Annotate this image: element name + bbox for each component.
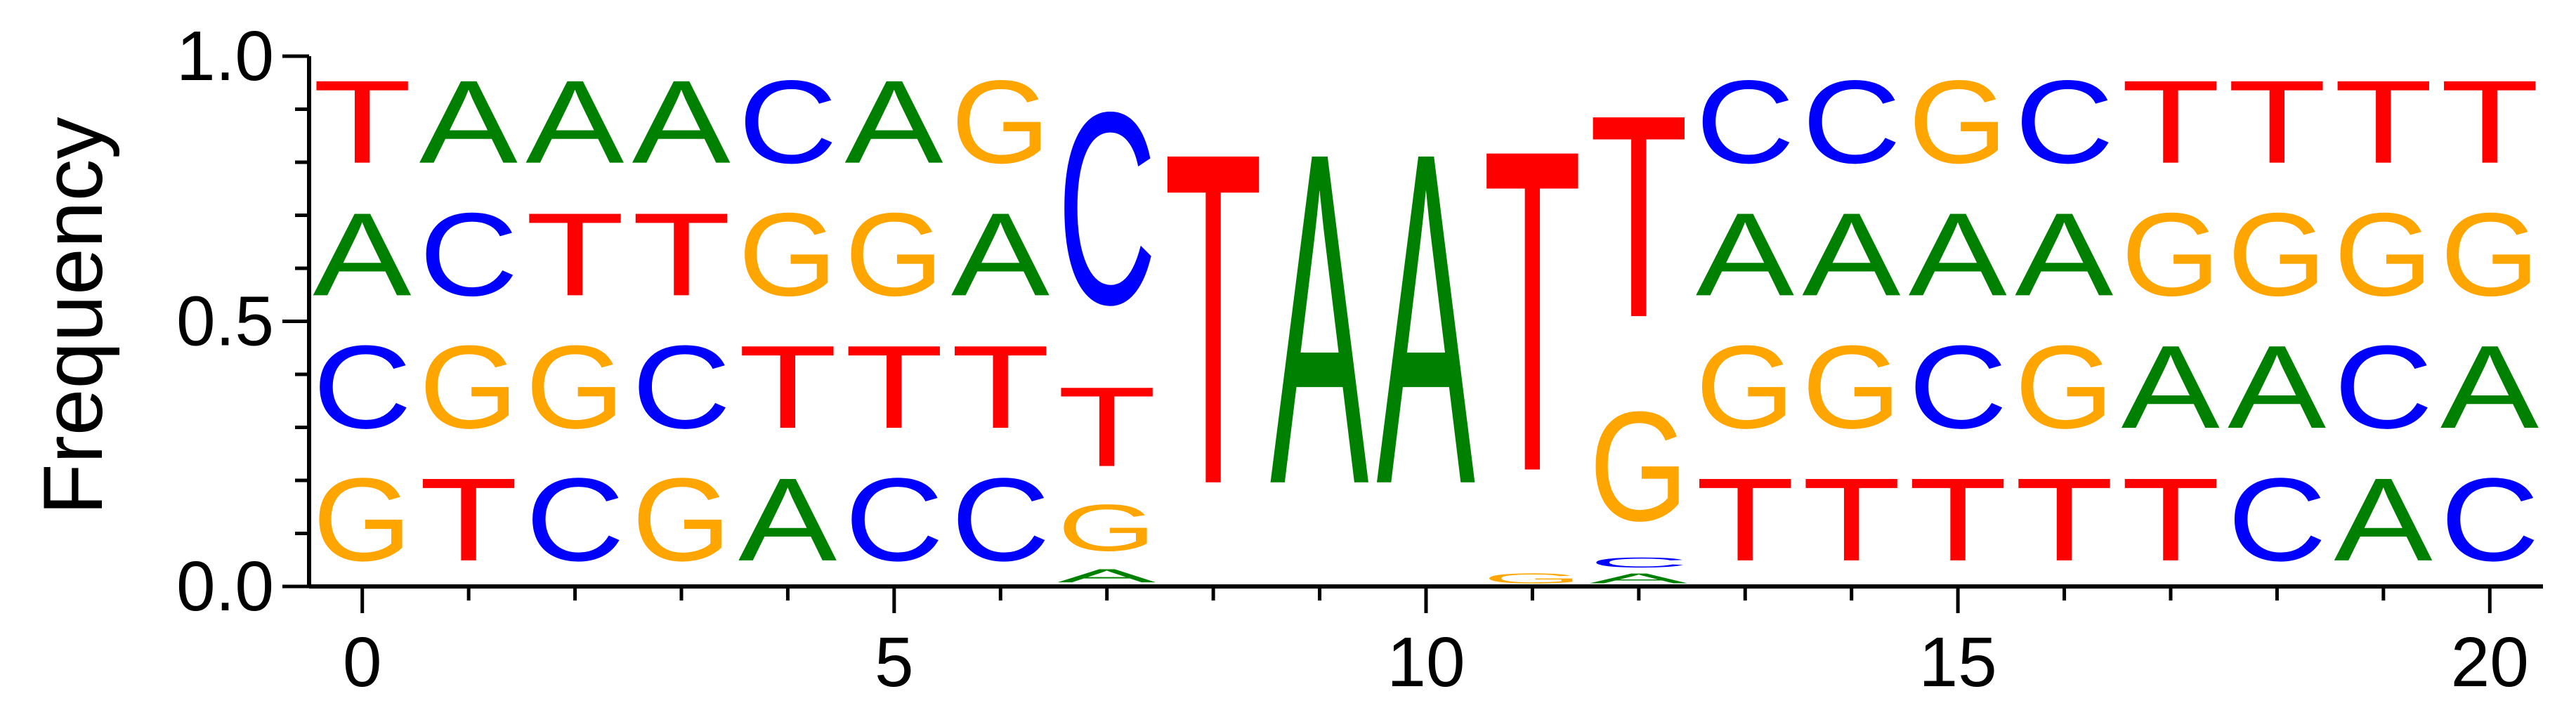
logo-letter-t-pos-15: T <box>1909 453 2008 586</box>
y-axis-title: Frequency <box>26 117 120 516</box>
logo-letter-c-pos-13: C <box>1696 55 1795 188</box>
logo-letter-t-pos-16: T <box>2015 453 2114 586</box>
logo-letter-t-pos-8: T <box>1164 54 1263 583</box>
y-tick-label-2: 1.0 <box>176 17 274 96</box>
logo-letter-t-pos-18: T <box>2228 55 2327 188</box>
x-tick-label-3: 15 <box>1919 623 1997 702</box>
logo-letter-a-pos-3: A <box>632 56 731 188</box>
logo-letter-c-pos-19: C <box>2334 321 2433 454</box>
logo-letter-t-pos-4: T <box>738 320 837 453</box>
logo-letter-t-pos-3: T <box>632 188 731 321</box>
logo-letter-g-pos-7: G <box>1057 490 1156 565</box>
logo-letter-a-pos-5: A <box>844 56 943 188</box>
logo-letter-t-pos-6: T <box>951 320 1050 453</box>
logo-letter-t-pos-19: T <box>2334 55 2433 188</box>
logo-letter-t-pos-20: T <box>2440 55 2539 188</box>
logo-letter-g-pos-12: G <box>1589 379 1688 553</box>
logo-letter-g-pos-6: G <box>951 56 1050 188</box>
logo-letter-c-pos-15: C <box>1909 321 2008 454</box>
logo-letter-c-pos-16: C <box>2015 55 2114 188</box>
logo-letter-a-pos-2: A <box>525 56 624 188</box>
logo-letter-t-pos-11: T <box>1483 53 1582 567</box>
logo-letter-t-pos-13: T <box>1696 453 1795 586</box>
y-tick-label-0: 0.0 <box>176 547 274 626</box>
logo-letter-g-pos-20: G <box>2440 189 2539 321</box>
x-tick-label-4: 20 <box>2451 623 2529 702</box>
logo-letter-a-pos-7: A <box>1057 565 1156 586</box>
x-tick-label-0: 0 <box>343 623 382 702</box>
logo-letter-g-pos-0: G <box>313 454 412 586</box>
logo-letter-g-pos-15: G <box>1909 56 2008 188</box>
logo-letter-a-pos-15: A <box>1909 189 2007 321</box>
logo-letter-g-pos-18: G <box>2228 189 2327 321</box>
logo-letter-g-pos-1: G <box>419 322 518 454</box>
logo-letter-t-pos-0: T <box>313 55 412 188</box>
axes: 0.0 0.5 1.0 0 5 10 15 20 <box>176 17 2543 702</box>
y-tick-label-1: 0.5 <box>176 282 274 361</box>
logo-letter-c-pos-5: C <box>844 453 943 586</box>
logo-letter-a-pos-12: A <box>1589 570 1688 586</box>
logo-letter-c-pos-18: C <box>2228 453 2327 586</box>
logo-letter-g-pos-19: G <box>2334 189 2433 321</box>
logo-letter-g-pos-14: G <box>1802 322 1901 454</box>
logo-letter-g-pos-2: G <box>525 322 625 454</box>
logo-letter-g-pos-13: G <box>1696 322 1795 454</box>
x-tick-label-2: 10 <box>1387 623 1465 702</box>
logo-letter-a-pos-6: A <box>951 189 1050 321</box>
logo-letter-a-pos-20: A <box>2440 322 2539 454</box>
logo-letter-c-pos-3: C <box>632 321 731 454</box>
logo-letter-a-pos-17: A <box>2121 322 2220 454</box>
logo-letter-g-pos-5: G <box>844 189 943 321</box>
logo-letter-t-pos-17: T <box>2121 453 2221 586</box>
x-tick-label-1: 5 <box>875 623 914 702</box>
logo-letter-t-pos-17: T <box>2121 55 2221 188</box>
logo-letter-c-pos-12: C <box>1589 555 1688 570</box>
logo-letter-a-pos-16: A <box>2015 189 2113 321</box>
logo-letter-t-pos-1: T <box>419 453 518 586</box>
logo-letter-c-pos-6: C <box>951 453 1050 586</box>
logo-letter-c-pos-7: C <box>1057 55 1156 362</box>
logo-letter-g-pos-4: G <box>738 189 837 321</box>
logo-letter-g-pos-3: G <box>632 454 731 586</box>
logo-letter-a-pos-13: A <box>1696 189 1794 321</box>
logo-letter-a-pos-14: A <box>1802 189 1900 321</box>
logo-letter-a-pos-10: A <box>1377 53 1476 582</box>
logo-letter-a-pos-0: A <box>313 189 411 321</box>
logo-letter-t-pos-14: T <box>1802 453 1901 586</box>
logo-letter-c-pos-0: C <box>313 321 412 454</box>
logo-letter-a-pos-4: A <box>738 454 837 586</box>
logo-letter-t-pos-7: T <box>1057 364 1156 490</box>
logo-letter-a-pos-1: A <box>419 56 518 188</box>
logo-letter-t-pos-2: T <box>525 188 625 321</box>
logo-letter-a-pos-19: A <box>2334 454 2432 586</box>
logo-letter-a-pos-18: A <box>2228 322 2326 454</box>
logo-letter-g-pos-17: G <box>2121 189 2221 321</box>
logo-letter-c-pos-4: C <box>738 55 837 188</box>
logo-letter-g-pos-11: G <box>1483 570 1582 586</box>
logo-letter-a-pos-9: A <box>1270 53 1369 582</box>
logo-letter-c-pos-1: C <box>419 188 518 321</box>
logo-letter-t-pos-5: T <box>844 320 943 453</box>
logo-letter-c-pos-20: C <box>2440 453 2539 586</box>
logo-letter-c-pos-2: C <box>525 453 625 586</box>
logo-letter-c-pos-14: C <box>1802 55 1901 188</box>
logo-letter-t-pos-12: T <box>1589 55 1688 378</box>
logo-letter-g-pos-16: G <box>2015 322 2114 454</box>
